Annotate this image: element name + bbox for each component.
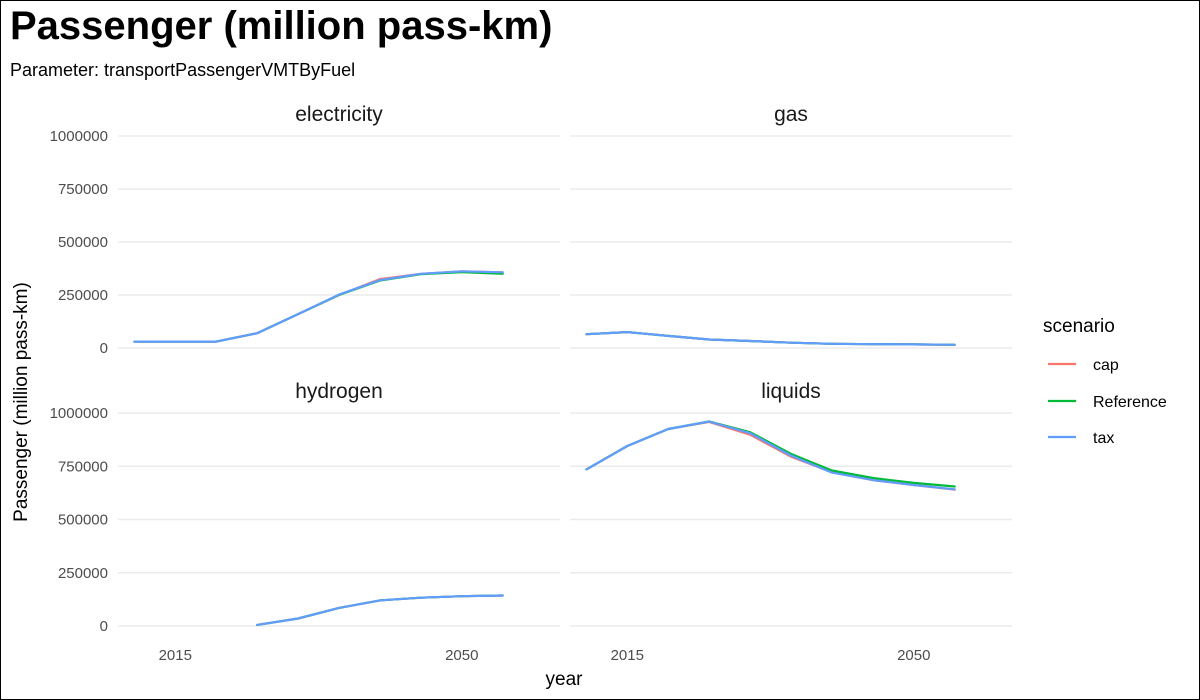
y-axis-tick-labels: 0 250000 500000 750000 1000000 0 250000 500000 7… xyxy=(50,128,108,635)
panel-hydrogen: hydrogen xyxy=(118,380,560,627)
y-tick-label: 250000 xyxy=(58,287,108,304)
y-tick-label: 500000 xyxy=(58,234,108,251)
series-line-Reference xyxy=(133,271,504,343)
legend-item-cap: cap xyxy=(1048,357,1119,374)
series-line-cap xyxy=(133,270,504,343)
legend-label: tax xyxy=(1093,430,1114,447)
panel-liquids: liquids xyxy=(570,380,1012,627)
series-line-tax xyxy=(133,270,504,343)
panel-strip-label: hydrogen xyxy=(295,380,383,403)
y-tick-label: 0 xyxy=(100,340,108,357)
panel-strip-label: liquids xyxy=(761,380,821,403)
x-axis-title: year xyxy=(546,669,584,690)
series-line-tax xyxy=(585,420,956,491)
series-line-tax xyxy=(256,594,504,627)
x-tick-label: 2050 xyxy=(897,647,930,664)
y-tick-label: 750000 xyxy=(58,458,108,475)
legend-item-reference: Reference xyxy=(1048,394,1167,411)
series-line-cap xyxy=(585,420,956,491)
x-tick-label: 2050 xyxy=(445,647,478,664)
chart-subtitle: Parameter: transportPassengerVMTByFuel xyxy=(10,60,356,80)
legend-label: cap xyxy=(1093,357,1119,374)
legend: scenario cap Reference tax xyxy=(1043,316,1167,447)
legend-item-tax: tax xyxy=(1048,430,1114,447)
panel-strip-label: electricity xyxy=(295,103,383,126)
series-line-tax xyxy=(585,331,956,346)
y-tick-label: 0 xyxy=(100,618,108,635)
series-line-Reference xyxy=(585,420,956,488)
y-tick-label: 1000000 xyxy=(50,405,108,422)
legend-label: Reference xyxy=(1093,394,1167,411)
x-tick-label: 2015 xyxy=(159,647,192,664)
y-tick-label: 500000 xyxy=(58,512,108,529)
y-tick-label: 750000 xyxy=(58,181,108,198)
x-tick-label: 2015 xyxy=(611,647,644,664)
panel-electricity: electricity xyxy=(118,103,560,349)
legend-title: scenario xyxy=(1043,316,1115,337)
y-tick-label: 1000000 xyxy=(50,128,108,145)
x-axis-tick-labels: 2015 2050 2015 2050 xyxy=(159,647,931,664)
legend-items: cap Reference tax xyxy=(1048,357,1167,447)
y-axis-title: Passenger (million pass-km) xyxy=(11,282,32,522)
panel-strip-label: gas xyxy=(774,103,808,126)
y-tick-label: 250000 xyxy=(58,565,108,582)
chart-title: Passenger (million pass-km) xyxy=(10,4,553,48)
panel-gas: gas xyxy=(570,103,1012,349)
panels-layer: electricity gas hydrogen liquids xyxy=(118,103,1012,627)
